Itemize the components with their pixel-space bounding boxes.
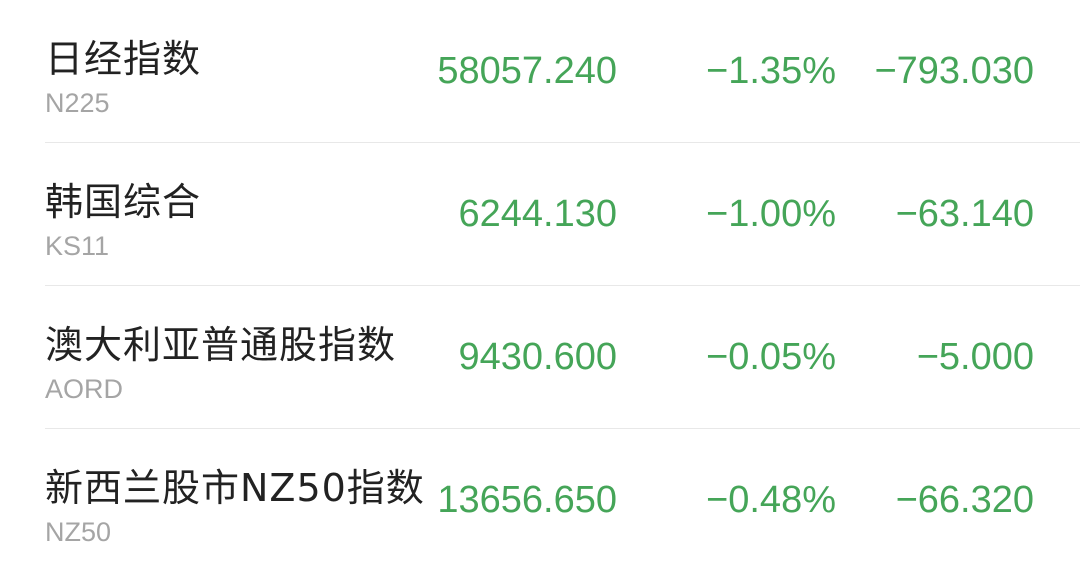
- index-code: AORD: [45, 374, 124, 404]
- index-code: KS11: [45, 231, 110, 261]
- index-change-percent: −1.35%: [706, 50, 836, 92]
- index-change: −63.140: [895, 193, 1034, 235]
- index-name: 日经指数: [45, 37, 202, 81]
- index-name: 新西兰股市NZ50指数: [45, 466, 425, 510]
- index-price: 13656.650: [437, 479, 617, 521]
- list-item[interactable]: 澳大利亚普通股指数 AORD 9430.600 −0.05% −5.000: [0, 286, 1080, 429]
- index-price: 6244.130: [458, 193, 618, 235]
- list-item[interactable]: 日经指数 N225 58057.240 −1.35% −793.030: [0, 0, 1080, 143]
- list-item[interactable]: 新西兰股市NZ50指数 NZ50 13656.650 −0.48% −66.32…: [0, 429, 1080, 572]
- index-change-percent: −0.48%: [706, 479, 836, 521]
- index-change: −66.320: [895, 479, 1034, 521]
- list-item[interactable]: 韩国综合 KS11 6244.130 −1.00% −63.140: [0, 143, 1080, 286]
- index-change: −793.030: [874, 50, 1034, 92]
- index-change-percent: −0.05%: [706, 336, 836, 378]
- index-price: 58057.240: [437, 50, 617, 92]
- index-price: 9430.600: [458, 336, 618, 378]
- index-change-percent: −1.00%: [706, 193, 836, 235]
- index-code: N225: [45, 88, 110, 118]
- index-name: 韩国综合: [45, 180, 202, 224]
- index-code: NZ50: [45, 517, 112, 547]
- index-change: −5.000: [916, 336, 1034, 378]
- index-name: 澳大利亚普通股指数: [45, 323, 397, 367]
